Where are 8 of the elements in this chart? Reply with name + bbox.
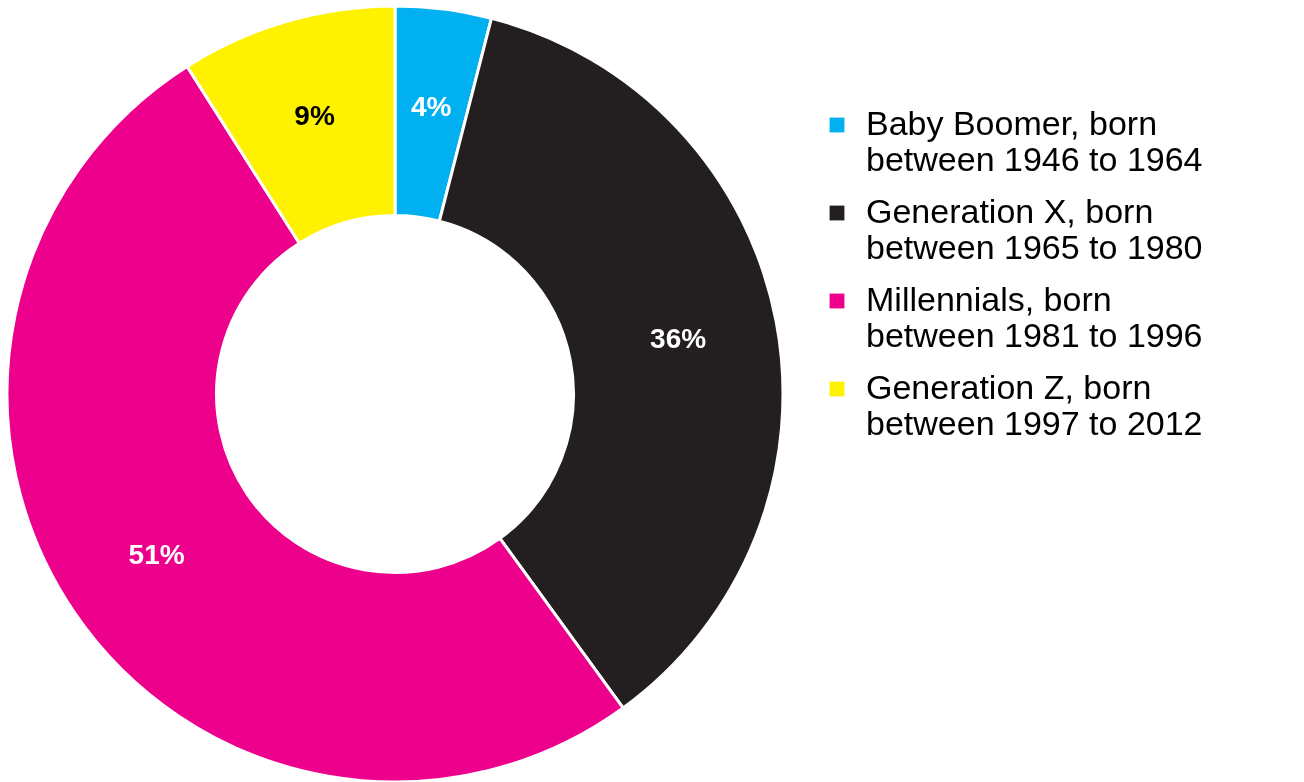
legend-label: Generation X, born between 1965 to 1980 [866,192,1203,266]
legend-label: Generation Z, born between 1997 to 2012 [866,368,1203,442]
legend-label: Millennials, born between 1981 to 1996 [866,280,1203,354]
data-label: 4% [410,91,452,123]
data-label: 36% [650,322,707,354]
legend-label: Baby Boomer, born between 1946 to 1964 [866,104,1203,178]
data-label: 9% [294,100,335,132]
data-label: 51% [128,539,185,571]
